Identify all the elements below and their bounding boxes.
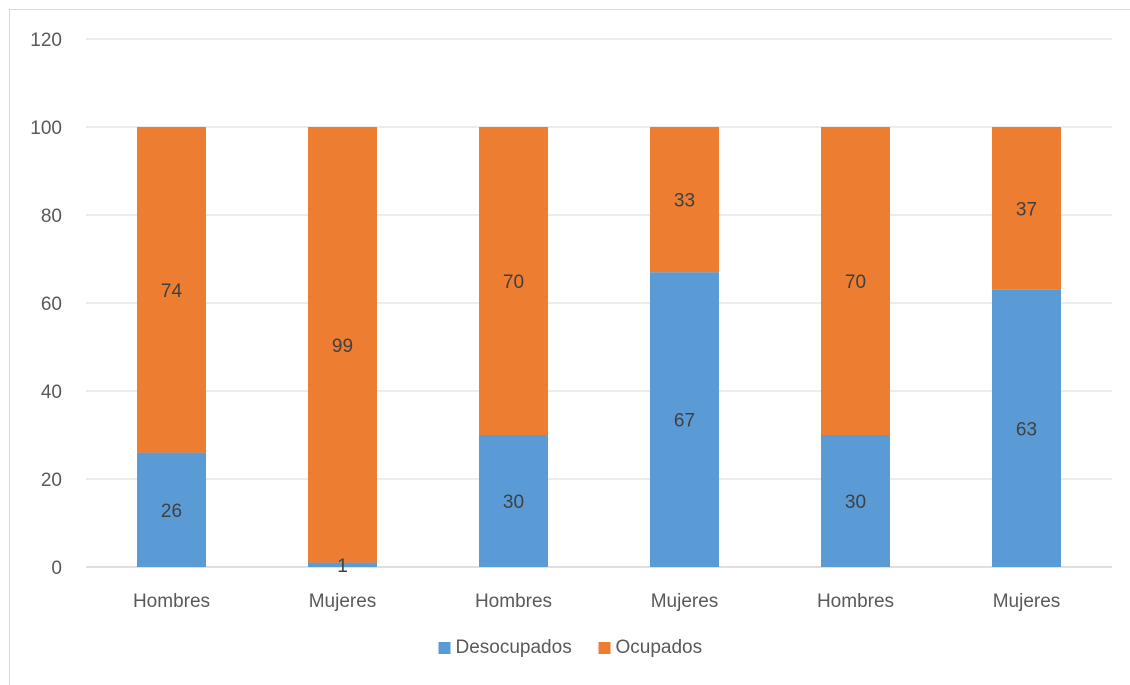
x-tick-label: Mujeres [651, 591, 719, 612]
bar-ocupados [137, 127, 206, 453]
x-tick-label: Hombres [133, 591, 210, 612]
y-tick-label: 120 [30, 30, 62, 51]
data-label: 67 [674, 411, 695, 432]
bars [137, 127, 1061, 567]
data-label: 63 [1016, 419, 1037, 440]
y-tick-label: 60 [41, 294, 62, 315]
legend-item: Desocupados [438, 637, 572, 658]
data-label: 74 [161, 281, 183, 302]
legend: Desocupados Ocupados [438, 637, 703, 658]
bar-desocupados [650, 272, 719, 567]
y-tick-label: 100 [30, 118, 62, 139]
x-tick-label: Hombres [475, 591, 552, 612]
bar-desocupados [479, 435, 548, 567]
data-label: 26 [161, 501, 182, 522]
bar-desocupados [992, 289, 1061, 567]
data-label: 1 [337, 556, 348, 577]
bar-ocupados [479, 127, 548, 435]
data-label: 30 [845, 492, 866, 513]
legend-label: Ocupados [616, 637, 703, 658]
bar-desocupados [137, 452, 206, 567]
data-labels: 26 74 1 99 30 70 67 33 30 70 63 37 [161, 191, 1037, 577]
legend-label: Desocupados [456, 637, 572, 658]
bar-desocupados [308, 562, 377, 567]
legend-item: Ocupados [598, 637, 703, 658]
data-label: 33 [674, 191, 695, 212]
data-label: 70 [503, 272, 524, 293]
x-tick-label: Mujeres [993, 591, 1061, 612]
bar-ocupados [650, 127, 719, 273]
bar-ocupados [992, 127, 1061, 290]
legend-swatch [598, 642, 611, 654]
x-tick-label: Hombres [817, 591, 894, 612]
y-axis-ticks: 0 20 40 60 80 100 120 [30, 30, 62, 579]
legend-swatch [438, 642, 451, 654]
data-label: 37 [1016, 199, 1037, 220]
x-tick-label: Mujeres [309, 591, 377, 612]
bar-ocupados [308, 127, 377, 563]
x-axis-ticks: Hombres Mujeres Hombres Mujeres Hombres Mujer… [133, 591, 1060, 612]
data-label: 30 [503, 492, 524, 513]
y-tick-label: 0 [51, 558, 62, 579]
bar-desocupados [821, 435, 890, 567]
chart-frame [9, 9, 1130, 685]
data-label: 99 [332, 336, 353, 357]
bar-ocupados [821, 127, 890, 435]
y-tick-label: 40 [41, 382, 62, 403]
gridlines [86, 38, 1112, 568]
y-tick-label: 80 [41, 206, 62, 227]
data-label: 70 [845, 272, 866, 293]
y-tick-label: 20 [41, 470, 62, 491]
